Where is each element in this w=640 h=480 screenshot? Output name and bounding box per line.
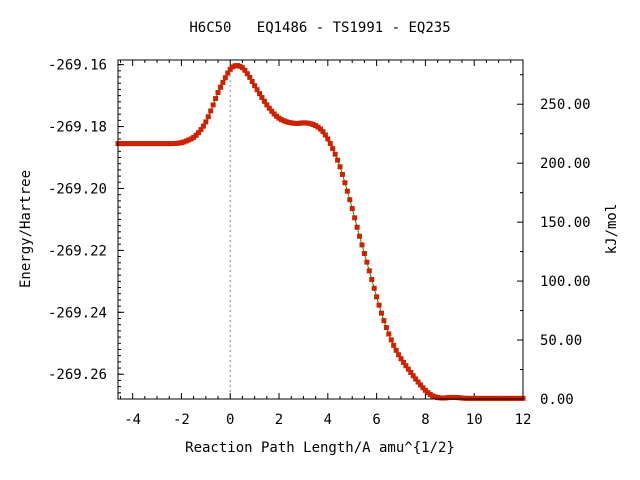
data-point	[371, 285, 377, 291]
x-tick-label: -2	[173, 412, 190, 428]
x-tick-label: 8	[421, 412, 429, 428]
data-point	[344, 188, 350, 194]
data-point	[259, 95, 265, 101]
data-point	[257, 91, 263, 97]
x-tick-label: 10	[466, 412, 483, 428]
x-tick-label: -4	[124, 412, 141, 428]
data-point	[337, 164, 343, 170]
data-point	[269, 108, 275, 114]
y2-tick-label: 200.00	[540, 156, 591, 172]
data-point	[359, 242, 365, 248]
data-point	[220, 79, 226, 85]
y-tick-label: -269.22	[48, 243, 107, 259]
data-point	[196, 130, 202, 136]
y-axis-label: Energy/Hartree	[18, 170, 34, 288]
data-point	[203, 119, 209, 125]
data-point	[415, 379, 421, 385]
data-point	[335, 157, 341, 163]
y2-tick-label: 250.00	[540, 97, 591, 113]
data-point	[376, 302, 382, 308]
data-point	[357, 233, 363, 239]
data-point	[393, 347, 399, 353]
data-point	[339, 171, 345, 177]
data-point	[244, 71, 250, 77]
data-point	[386, 331, 392, 337]
data-point	[239, 65, 245, 71]
y-tick-label: -269.20	[48, 181, 107, 197]
chart-title: H6C50 EQ1486 - TS1991 - EQ235	[189, 20, 450, 36]
data-point	[349, 206, 355, 212]
data-point	[418, 382, 424, 388]
data-point	[342, 180, 348, 186]
data-point	[193, 132, 199, 138]
data-point	[213, 96, 219, 102]
data-point	[318, 126, 323, 132]
data-point	[242, 67, 248, 73]
plot-frame	[117, 59, 524, 400]
y2-tick-label: 0.00	[540, 392, 574, 408]
data-point	[388, 337, 394, 343]
data-point	[366, 268, 372, 274]
x-tick-label: 4	[324, 412, 332, 428]
data-point	[249, 79, 255, 85]
data-point	[264, 102, 270, 108]
data-point	[200, 123, 206, 129]
data-point	[266, 105, 272, 111]
data-point	[198, 127, 204, 133]
data-point	[381, 318, 387, 324]
data-point	[354, 224, 360, 230]
data-point	[322, 132, 328, 138]
data-point	[374, 294, 380, 300]
energy-curve	[118, 65, 523, 399]
data-point	[320, 129, 326, 135]
data-point	[398, 356, 404, 362]
y2-axis-label: kJ/mol	[604, 204, 620, 255]
y-tick-label: -269.18	[48, 120, 107, 136]
data-point	[400, 359, 406, 365]
data-point	[413, 376, 419, 382]
y-tick-label: -269.24	[48, 305, 107, 321]
data-point	[205, 114, 211, 120]
data-point	[364, 259, 370, 265]
data-point	[225, 70, 231, 76]
data-point	[222, 75, 228, 81]
data-point	[247, 74, 253, 80]
y2-tick-label: 50.00	[540, 333, 582, 349]
data-point	[408, 370, 414, 375]
data-point	[347, 197, 353, 203]
data-point	[210, 102, 216, 108]
data-point	[420, 385, 426, 391]
data-point	[396, 352, 402, 358]
data-point	[327, 140, 333, 146]
x-axis-label: Reaction Path Length/A amu^{1/2}	[185, 440, 455, 456]
data-point	[252, 83, 258, 89]
data-point	[403, 363, 409, 369]
data-point	[332, 151, 338, 157]
data-point	[369, 277, 375, 283]
data-point	[254, 87, 260, 93]
x-tick-label: 12	[515, 412, 532, 428]
data-point	[325, 136, 331, 142]
x-tick-label: 6	[372, 412, 380, 428]
x-tick-label: 0	[226, 412, 234, 428]
data-point	[330, 146, 336, 152]
data-point	[410, 373, 416, 379]
data-point	[208, 108, 214, 114]
y-tick-label: -269.16	[48, 58, 107, 74]
data-point	[361, 250, 367, 256]
y2-tick-label: 150.00	[540, 215, 591, 231]
data-point	[405, 366, 411, 372]
data-point	[217, 84, 223, 90]
data-point	[261, 98, 267, 104]
data-point	[391, 342, 397, 348]
y2-tick-label: 100.00	[540, 274, 591, 290]
data-point	[383, 325, 389, 331]
data-point	[378, 310, 384, 316]
data-point	[352, 215, 358, 221]
data-point	[215, 90, 221, 96]
x-tick-label: 2	[275, 412, 283, 428]
y-tick-label: -269.26	[48, 367, 107, 383]
